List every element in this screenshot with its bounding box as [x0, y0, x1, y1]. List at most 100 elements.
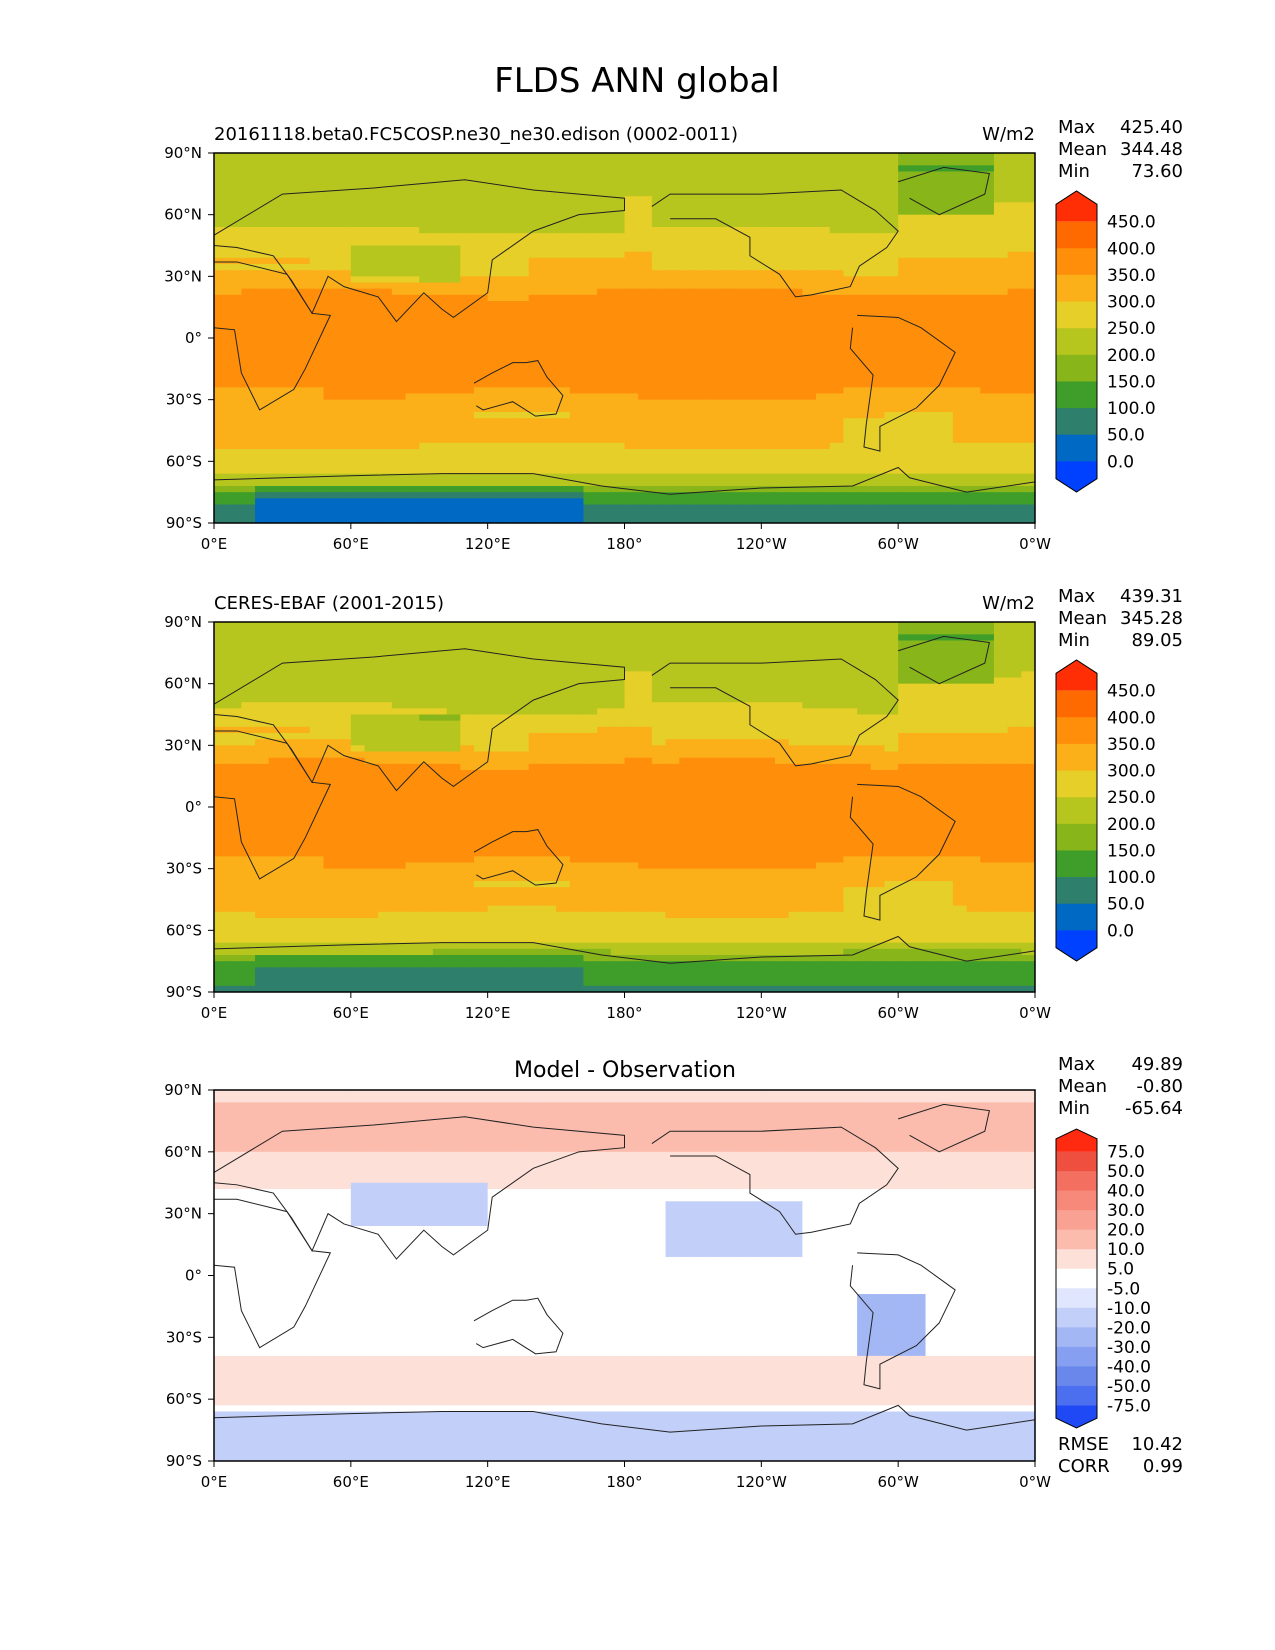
- field-cell: [446, 387, 461, 395]
- field-cell: [993, 282, 1009, 290]
- field-cell: [296, 455, 311, 462]
- field-cell: [761, 338, 776, 345]
- field-cell: [857, 362, 872, 370]
- field-cell: [665, 368, 680, 376]
- field-cell: [733, 387, 749, 395]
- field-cell: [898, 233, 913, 240]
- field-cell: [706, 492, 721, 499]
- field-cell: [542, 338, 557, 345]
- field-cell: [857, 319, 872, 327]
- field-cell: [761, 418, 776, 425]
- field-cell: [692, 301, 708, 308]
- field-cell: [405, 412, 420, 419]
- field-cell: [542, 245, 557, 253]
- field-cell: [857, 720, 872, 728]
- field-cell: [323, 671, 338, 679]
- field-cell: [323, 350, 338, 358]
- field-cell: [364, 393, 379, 401]
- field-cell: [952, 257, 968, 265]
- field-cell: [405, 498, 420, 506]
- field-cell: [665, 264, 680, 271]
- field-cell: [829, 720, 845, 728]
- field-cell: [296, 338, 311, 345]
- field-cell: [679, 708, 694, 716]
- field-cell: [282, 652, 297, 660]
- field-cell: [624, 257, 639, 265]
- field-cell: [378, 282, 393, 290]
- field-cell: [268, 208, 284, 216]
- field-cell: [788, 677, 803, 685]
- field-cell: [788, 159, 803, 166]
- field-cell: [733, 461, 749, 469]
- field-cell: [432, 301, 448, 308]
- field-cell: [350, 677, 366, 685]
- field-cell: [638, 726, 653, 734]
- field-cell: [651, 214, 667, 222]
- field-cell: [925, 214, 940, 222]
- field-cell: [501, 190, 516, 197]
- field-cell: [515, 338, 530, 345]
- field-cell: [597, 196, 612, 203]
- field-cell: [720, 325, 735, 333]
- field-cell: [350, 196, 366, 203]
- field-cell: [870, 270, 886, 277]
- field-cell: [788, 313, 803, 321]
- field-cell: [706, 708, 721, 716]
- field-cell: [241, 696, 256, 703]
- field-cell: [816, 350, 831, 358]
- field-cell: [214, 683, 229, 691]
- field-cell: [638, 745, 653, 753]
- field-cell: [706, 683, 721, 691]
- field-cell: [692, 227, 708, 234]
- field-cell: [733, 276, 749, 284]
- field-cell: [802, 492, 817, 499]
- field-cell: [515, 245, 530, 253]
- field-cell: [214, 325, 229, 333]
- field-cell: [610, 671, 626, 679]
- field-cell: [364, 405, 379, 413]
- field-cell: [309, 677, 325, 685]
- field-cell: [775, 220, 790, 228]
- field-cell: [473, 492, 489, 499]
- field-cell: [323, 405, 338, 413]
- field-cell: [610, 498, 626, 506]
- field-cell: [870, 479, 886, 487]
- field-cell: [706, 733, 721, 740]
- field-cell: [569, 467, 585, 475]
- field-cell: [391, 405, 407, 413]
- field-cell: [993, 294, 1009, 302]
- field-cell: [993, 368, 1009, 376]
- field-cell: [733, 442, 749, 450]
- field-cell: [268, 640, 284, 648]
- field-cell: [1007, 245, 1022, 253]
- field-cell: [583, 677, 598, 685]
- field-cell: [775, 288, 790, 296]
- field-cell: [419, 319, 434, 327]
- field-cell: [241, 751, 256, 759]
- field-cell: [692, 726, 708, 734]
- field-cell: [706, 313, 721, 321]
- field-cell: [843, 356, 858, 364]
- field-cell: [1007, 190, 1022, 197]
- field-cell: [939, 696, 954, 703]
- field-cell: [651, 301, 667, 308]
- field-cell: [405, 325, 420, 333]
- field-cell: [952, 683, 968, 691]
- field-cell: [378, 634, 393, 642]
- field-cell: [364, 714, 379, 722]
- colorbar-cell: [1056, 221, 1097, 249]
- field-cell: [432, 251, 448, 259]
- field-cell: [679, 455, 694, 462]
- field-cell: [898, 516, 913, 523]
- field-cell: [501, 671, 516, 679]
- field-cell: [214, 745, 229, 753]
- field-cell: [432, 313, 448, 321]
- field-cell: [624, 356, 639, 364]
- field-cell: [857, 628, 872, 635]
- field-cell: [624, 381, 639, 388]
- field-cell: [788, 257, 803, 265]
- field-cell: [775, 399, 790, 407]
- field-cell: [829, 196, 845, 203]
- field-cell: [816, 461, 831, 469]
- field-cell: [651, 362, 667, 370]
